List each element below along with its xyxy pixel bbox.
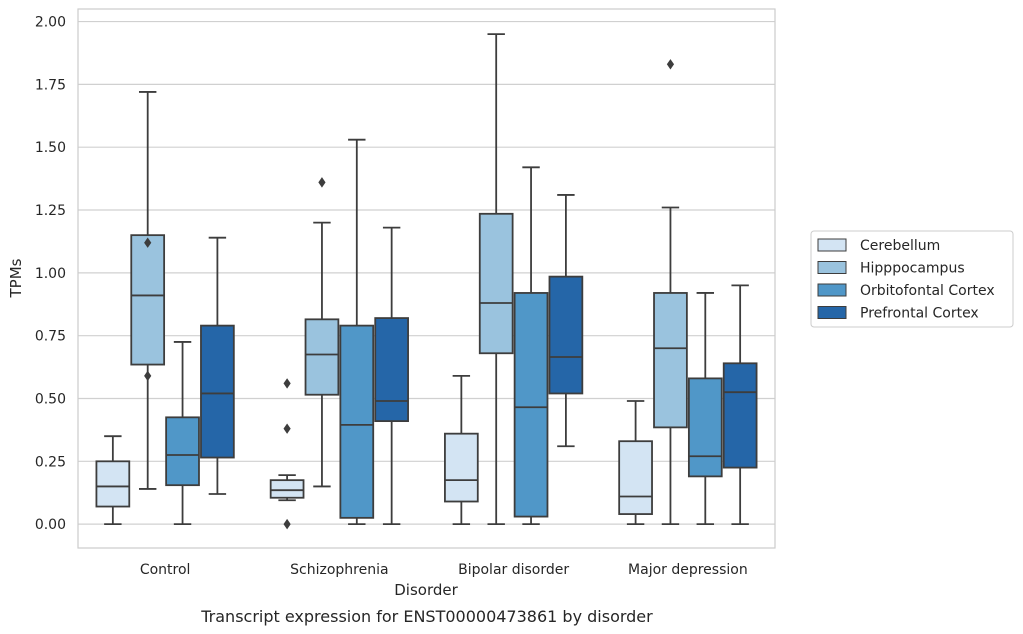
box-iqr <box>653 292 688 429</box>
category-group <box>95 91 235 526</box>
outlier-point <box>283 518 291 530</box>
box-iqr <box>548 275 584 395</box>
outlier-point <box>666 59 675 70</box>
y-axis-title: TPMs <box>7 258 25 298</box>
y-tick-label: 2.00 <box>35 15 66 31</box>
outlier-point <box>283 378 291 389</box>
box-iqr <box>165 416 200 487</box>
legend-swatch <box>817 261 847 274</box>
legend-label: Orbitofontal Cortex <box>860 283 995 299</box>
y-tick-label: 0.75 <box>35 329 66 345</box>
x-axis-tick-labels: Control Schizophrenia Bipolar disorder Majo… <box>140 562 748 578</box>
outlier-point <box>283 423 291 434</box>
outlier-point <box>144 370 152 382</box>
category-group <box>618 59 758 526</box>
legend-label: Cerebellum <box>860 238 940 254</box>
legend: Cerebellum Hipppocampus Orbitofontal Corte… <box>810 230 1014 328</box>
legend-swatch <box>817 238 847 252</box>
y-gridlines <box>78 20 775 525</box>
legend-swatch <box>817 283 847 297</box>
category-group <box>444 33 584 526</box>
y-tick-label: 0.50 <box>35 391 66 407</box>
box-iqr <box>200 324 235 459</box>
box-iqr <box>269 479 305 499</box>
box-iqr <box>95 460 131 508</box>
legend-swatch <box>817 306 847 319</box>
x-tick-label: Major depression <box>628 562 748 578</box>
box-iqr <box>374 317 409 423</box>
box-iqr <box>304 318 340 396</box>
plot-area-frame <box>77 8 776 549</box>
x-tick-label: Control <box>140 562 191 578</box>
outlier-point <box>318 177 326 188</box>
box-iqr <box>130 234 166 366</box>
box-iqr <box>513 292 549 518</box>
y-tick-label: 0.00 <box>35 517 66 533</box>
x-tick-label: Bipolar disorder <box>458 562 569 578</box>
box-iqr <box>444 432 479 503</box>
outlier-point <box>144 237 152 248</box>
y-tick-label: 0.25 <box>35 454 66 470</box>
box-groups <box>95 33 758 530</box>
legend-label: Hipppocampus <box>860 261 965 277</box>
box-iqr <box>339 324 375 519</box>
box-iqr <box>618 440 653 515</box>
y-tick-label: 1.75 <box>35 77 66 93</box>
y-tick-label: 1.00 <box>35 266 66 282</box>
box-iqr <box>687 377 723 478</box>
y-tick-label: 1.50 <box>35 140 66 156</box>
figure-caption: Transcript expression for ENST0000047386… <box>200 607 653 626</box>
x-axis-title: Disorder <box>394 581 458 599</box>
box-iqr <box>722 362 758 469</box>
legend-label: Prefrontal Cortex <box>860 306 979 322</box>
category-group <box>269 138 409 530</box>
y-axis-tick-labels: 0.00 0.25 0.50 0.75 1.00 1.25 1.50 1.75 2.00 <box>35 15 66 534</box>
legend-frame <box>810 230 1014 328</box>
x-tick-label: Schizophrenia <box>290 562 388 578</box>
y-tick-label: 1.25 <box>35 203 66 219</box>
box-iqr <box>478 212 514 355</box>
